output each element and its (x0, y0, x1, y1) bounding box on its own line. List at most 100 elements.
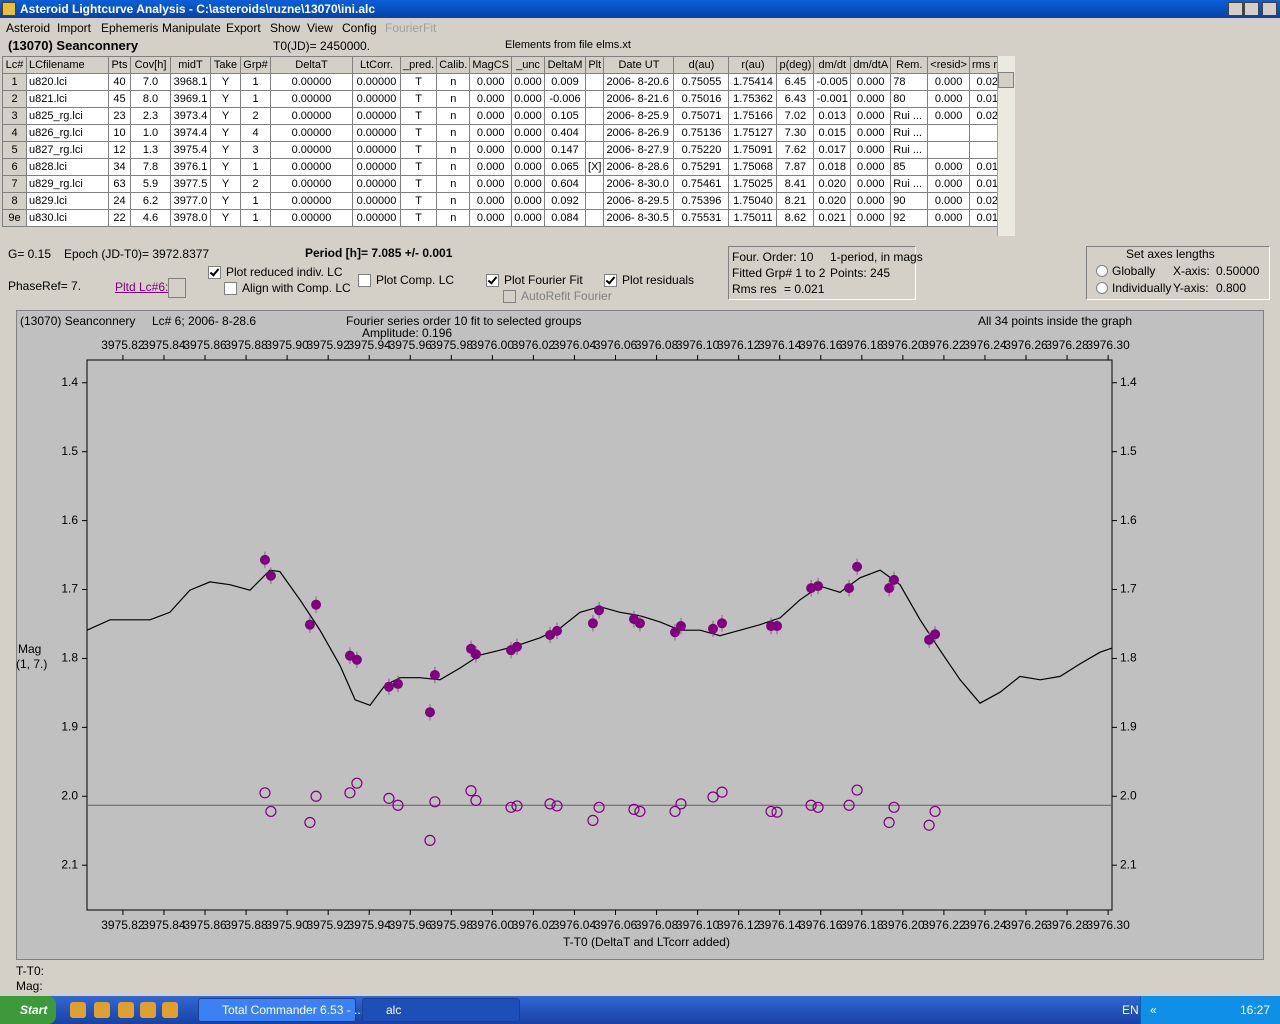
checkbox[interactable] (208, 266, 221, 279)
table-cell[interactable]: n (436, 141, 471, 159)
table-cell[interactable]: n (436, 124, 471, 142)
table-cell[interactable]: 3973.4 (170, 107, 211, 125)
table-cell[interactable]: 1 (240, 90, 271, 108)
table-cell[interactable]: 0.000 (850, 175, 892, 193)
table-cell[interactable]: T (399, 124, 438, 142)
table-cell[interactable]: 0.015 (813, 124, 852, 142)
column-header[interactable]: _unc (511, 56, 546, 74)
table-cell[interactable]: 0.000 (850, 90, 892, 108)
table-cell[interactable]: 0.000 (511, 124, 546, 142)
table-cell[interactable]: T (399, 90, 438, 108)
table-cell[interactable]: 0.00000 (352, 73, 401, 91)
table-cell[interactable]: n (436, 175, 471, 193)
table-cell[interactable]: T (399, 158, 438, 176)
table-cell[interactable]: 0.000 (511, 175, 546, 193)
table-cell[interactable]: T (399, 192, 438, 210)
table-cell[interactable]: 0.75396 (673, 192, 730, 210)
table-cell[interactable]: n (436, 90, 471, 108)
table-cell[interactable]: 1.0 (130, 124, 171, 142)
table-cell[interactable]: 3977.5 (170, 175, 211, 193)
table-cell[interactable]: Rui ... (890, 107, 929, 125)
table-cell[interactable] (585, 175, 605, 193)
table-cell[interactable]: 1.75091 (728, 141, 778, 159)
table-cell[interactable] (927, 141, 970, 159)
table-cell[interactable]: T (399, 175, 438, 193)
table-cell[interactable]: 0.75071 (673, 107, 730, 125)
table-cell[interactable]: 4 (2, 124, 27, 142)
table-cell[interactable]: 0.000 (469, 175, 513, 193)
table-cell[interactable]: 0.75220 (673, 141, 730, 159)
table-cell[interactable]: 1.75414 (728, 73, 778, 91)
table-cell[interactable]: 40 (108, 73, 131, 91)
table-cell[interactable]: 0.084 (544, 209, 587, 227)
table-cell[interactable]: 6.45 (776, 73, 815, 91)
table-cell[interactable]: 0.000 (469, 73, 513, 91)
table-cell[interactable]: -0.005 (813, 73, 852, 91)
table-cell[interactable]: 1.75025 (728, 175, 778, 193)
table-cell[interactable]: 0.065 (544, 158, 587, 176)
table-cell[interactable]: 2 (2, 90, 27, 108)
table-cell[interactable]: 7.62 (776, 141, 815, 159)
table-cell[interactable]: 0.013 (813, 107, 852, 125)
table-cell[interactable] (585, 90, 605, 108)
table-cell[interactable]: 1.75127 (728, 124, 778, 142)
table-cell[interactable]: 3 (2, 107, 27, 125)
table-cell[interactable]: 0.000 (927, 158, 970, 176)
table-cell[interactable]: 0.000 (511, 141, 546, 159)
table-cell[interactable]: 2006- 8-21.6 (603, 90, 675, 108)
table-cell[interactable]: 90 (890, 192, 929, 210)
checkbox-label[interactable]: Plot residuals (622, 273, 695, 287)
table-cell[interactable]: 1 (240, 73, 271, 91)
column-header[interactable]: Plt (585, 56, 605, 74)
table-cell[interactable]: 0.000 (469, 124, 513, 142)
table-cell[interactable]: 8.0 (130, 90, 171, 108)
table-cell[interactable]: 92 (890, 209, 929, 227)
table-cell[interactable]: 0.000 (511, 192, 546, 210)
quick-launch-icon[interactable] (118, 1002, 134, 1018)
quick-launch-icon[interactable] (70, 1002, 86, 1018)
menu-item[interactable]: Show (270, 21, 301, 35)
quick-launch-icon[interactable] (94, 1002, 110, 1018)
menu-item[interactable]: View (307, 21, 333, 35)
table-cell[interactable]: 2.3 (130, 107, 171, 125)
table-cell[interactable]: -0.006 (544, 90, 587, 108)
table-cell[interactable]: Y (210, 90, 241, 108)
table-cell[interactable]: Y (210, 175, 241, 193)
table-cell[interactable]: 0.147 (544, 141, 587, 159)
table-cell[interactable]: 8.21 (776, 192, 815, 210)
table-cell[interactable]: 1 (240, 158, 271, 176)
table-cell[interactable]: [X] (585, 158, 605, 176)
menu-item[interactable]: Config (342, 21, 377, 35)
table-cell[interactable]: 2006- 8-26.9 (603, 124, 675, 142)
table-cell[interactable]: 7 (2, 175, 27, 193)
table-cell[interactable]: 4 (240, 124, 271, 142)
tray-arrows[interactable]: « (1150, 1003, 1157, 1017)
table-cell[interactable]: 0.000 (927, 107, 970, 125)
table-cell[interactable]: 0.75291 (673, 158, 730, 176)
scrollbar[interactable] (997, 56, 1015, 236)
table-cell[interactable]: 0.000 (850, 192, 892, 210)
table-cell[interactable]: 0.00000 (270, 158, 353, 176)
lang-indicator[interactable]: EN (1122, 1003, 1139, 1017)
table-cell[interactable]: 1.75362 (728, 90, 778, 108)
menu-item[interactable]: Manipulate (162, 21, 221, 35)
table-cell[interactable]: 2006- 8-30.0 (603, 175, 675, 193)
table-cell[interactable]: 22 (108, 209, 131, 227)
table-cell[interactable]: 0.00000 (270, 175, 353, 193)
table-cell[interactable]: 80 (890, 90, 929, 108)
column-header[interactable]: LCfilename (26, 56, 109, 74)
column-header[interactable]: dm/dtA (850, 56, 892, 74)
table-cell[interactable]: 0.00000 (270, 73, 353, 91)
checkbox[interactable] (224, 282, 237, 295)
table-cell[interactable]: T (399, 141, 438, 159)
table-cell[interactable]: 4.6 (130, 209, 171, 227)
table-cell[interactable]: 7.02 (776, 107, 815, 125)
column-header[interactable]: Take (210, 56, 241, 74)
column-header[interactable]: Lc# (2, 56, 27, 74)
table-cell[interactable]: Y (210, 73, 241, 91)
column-header[interactable]: midT (170, 56, 211, 74)
table-cell[interactable]: 0.020 (813, 175, 852, 193)
table-cell[interactable]: 0.00000 (352, 209, 401, 227)
table-cell[interactable]: 0.000 (469, 209, 513, 227)
table-cell[interactable]: 1.75166 (728, 107, 778, 125)
